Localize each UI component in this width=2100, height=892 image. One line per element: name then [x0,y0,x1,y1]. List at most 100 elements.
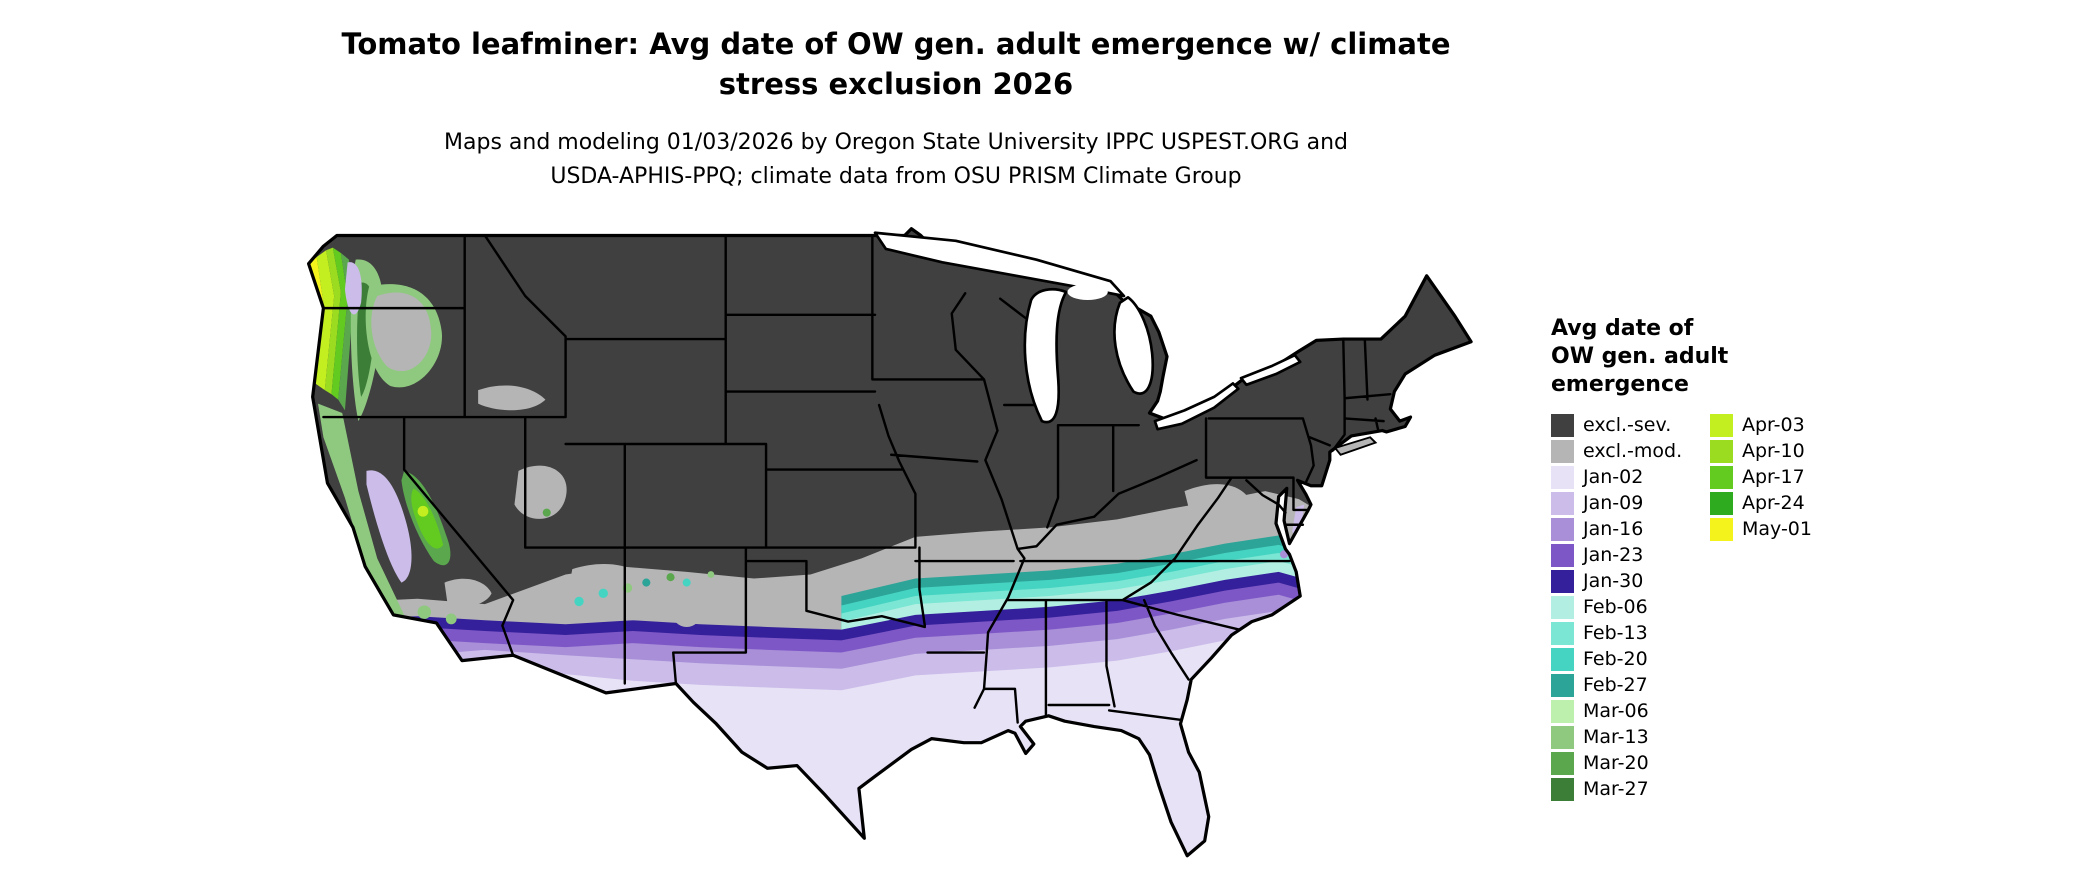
coast-strip-apr-03 [315,250,335,391]
long-island [1333,436,1378,456]
legend-item-feb-27: Feb-27 [1551,672,1682,698]
sierra-apr-03-speck [417,505,429,517]
legend-item-may-01: May-01 [1710,516,1812,542]
legend-label-jan-02: Jan-02 [1583,466,1644,488]
legend-label-jan-09: Jan-09 [1583,492,1644,514]
legend-item-apr-24: Apr-24 [1710,490,1812,516]
legend-swatch-feb-27 [1551,673,1574,697]
legend-swatch-may-01 [1710,517,1733,541]
legend-swatch-mar-20 [1551,751,1574,775]
legend-label-mar-20: Mar-20 [1583,752,1649,774]
legend-swatch-apr-03 [1710,413,1733,437]
legend-item-jan-16: Jan-16 [1551,516,1682,542]
legend-column-2: Apr-03 Apr-10 Apr-17 Apr-24 May-01 [1710,412,1812,542]
legend-item-feb-20: Feb-20 [1551,646,1682,672]
legend-label-mar-27: Mar-27 [1583,778,1649,800]
socal-range-mar-13-b [445,613,457,625]
page-subtitle: Maps and modeling 01/03/2026 by Oregon S… [0,126,1792,194]
legend-title: Avg date of OW gen. adult emergence [1551,315,2031,399]
legend-title-line3: emergence [1551,372,1689,397]
az-speck-feb-27 [642,578,651,587]
gray-patch-columbia-basin [371,292,432,372]
legend-label-feb-20: Feb-20 [1583,648,1648,670]
socal-range-mar-13-a [417,605,432,619]
legend-label-mar-13: Mar-13 [1583,726,1649,748]
central-valley-jan-09 [366,470,412,583]
gray-patch-appalachia [1184,484,1252,524]
legend-swatch-feb-13 [1551,621,1574,645]
legend-label-excl-mod: excl.-mod. [1583,440,1683,462]
gray-patch-new-mexico-b [671,597,702,627]
legend-label-mar-06: Mar-06 [1583,700,1649,722]
legend-label-jan-30: Jan-30 [1583,570,1644,592]
legend-swatch-apr-17 [1710,465,1733,489]
legend-label-feb-06: Feb-06 [1583,596,1648,618]
legend-label-apr-17: Apr-17 [1742,466,1805,488]
legend-item-mar-06: Mar-06 [1551,698,1682,724]
nm-speck-mar-20 [666,573,675,582]
us-map-container [283,222,1494,888]
legend-label-excl-sev: excl.-sev. [1583,414,1672,436]
legend-title-line2: OW gen. adult [1551,344,1729,369]
puget-lowland-jan-09 [344,262,362,315]
legend-label-jan-16: Jan-16 [1583,518,1644,540]
legend-column-1: excl.-sev. excl.-mod. Jan-02 Jan-09 Jan-… [1551,412,1682,802]
gray-patch-utah [514,465,567,519]
state-borders [322,234,1392,724]
page-subtitle-line2: USDA-APHIS-PPQ; climate data from OSU PR… [550,164,1242,189]
legend-label-jan-23: Jan-23 [1583,544,1644,566]
legend-swatch-jan-16 [1551,517,1574,541]
legend-item-jan-09: Jan-09 [1551,490,1682,516]
legend-item-jan-23: Jan-23 [1551,542,1682,568]
legend-item-excl-sev: excl.-sev. [1551,412,1682,438]
legend-item-apr-03: Apr-03 [1710,412,1812,438]
lake-ontario [1239,353,1302,387]
nm-speck-mar-13 [707,571,715,578]
legend-swatch-excl-mod [1551,439,1574,463]
legend-item-apr-10: Apr-10 [1710,438,1812,464]
legend-swatch-apr-24 [1710,491,1733,515]
legend-swatch-jan-23 [1551,543,1574,567]
sierra-apr-17 [411,488,444,549]
legend-swatch-apr-10 [1710,439,1733,463]
legend-swatch-jan-09 [1551,491,1574,515]
legend-item-mar-27: Mar-27 [1551,776,1682,802]
legend-label-feb-13: Feb-13 [1583,622,1648,644]
lake-michigan [1023,287,1068,424]
legend-swatch-mar-06 [1551,699,1574,723]
great-lakes [873,231,1302,431]
legend-swatch-jan-02 [1551,465,1574,489]
legend-swatch-mar-13 [1551,725,1574,749]
legend-item-apr-17: Apr-17 [1710,464,1812,490]
legend-swatch-mar-27 [1551,777,1574,801]
page-title: Tomato leafminer: Avg date of OW gen. ad… [0,24,1792,104]
az-speck-feb-20-a [574,596,584,607]
lake-erie [1153,382,1240,431]
legend-swatch-feb-20 [1551,647,1574,671]
legend-title-line1: Avg date of [1551,316,1694,341]
page-title-line2: stress exclusion 2026 [718,67,1074,101]
us-map [306,227,1473,858]
legend-item-mar-13: Mar-13 [1551,724,1682,750]
legend-item-jan-30: Jan-30 [1551,568,1682,594]
legend-label-feb-27: Feb-27 [1583,674,1648,696]
legend-label-apr-10: Apr-10 [1742,440,1805,462]
lake-huron [1113,296,1155,395]
coast-strip-apr-17 [331,247,348,400]
page-title-line1: Tomato leafminer: Avg date of OW gen. ad… [341,27,1451,61]
legend-label-may-01: May-01 [1742,518,1812,540]
ca-coast-range-mar-13 [318,403,405,621]
legend-item-feb-13: Feb-13 [1551,620,1682,646]
utah-mar-20-speck [542,508,551,517]
gray-patch-mojave [444,578,492,606]
legend-item-feb-06: Feb-06 [1551,594,1682,620]
legend-item-excl-mod: excl.-mod. [1551,438,1682,464]
legend-swatch-feb-06 [1551,595,1574,619]
legend-swatch-excl-sev [1551,413,1574,437]
legend-label-apr-24: Apr-24 [1742,492,1805,514]
straits-of-mackinac [1067,283,1108,301]
gray-patch-snake-plain [478,385,546,411]
legend-swatch-jan-30 [1551,569,1574,593]
nm-speck-feb-20 [682,578,691,587]
coast-strip-apr-10 [324,247,341,395]
